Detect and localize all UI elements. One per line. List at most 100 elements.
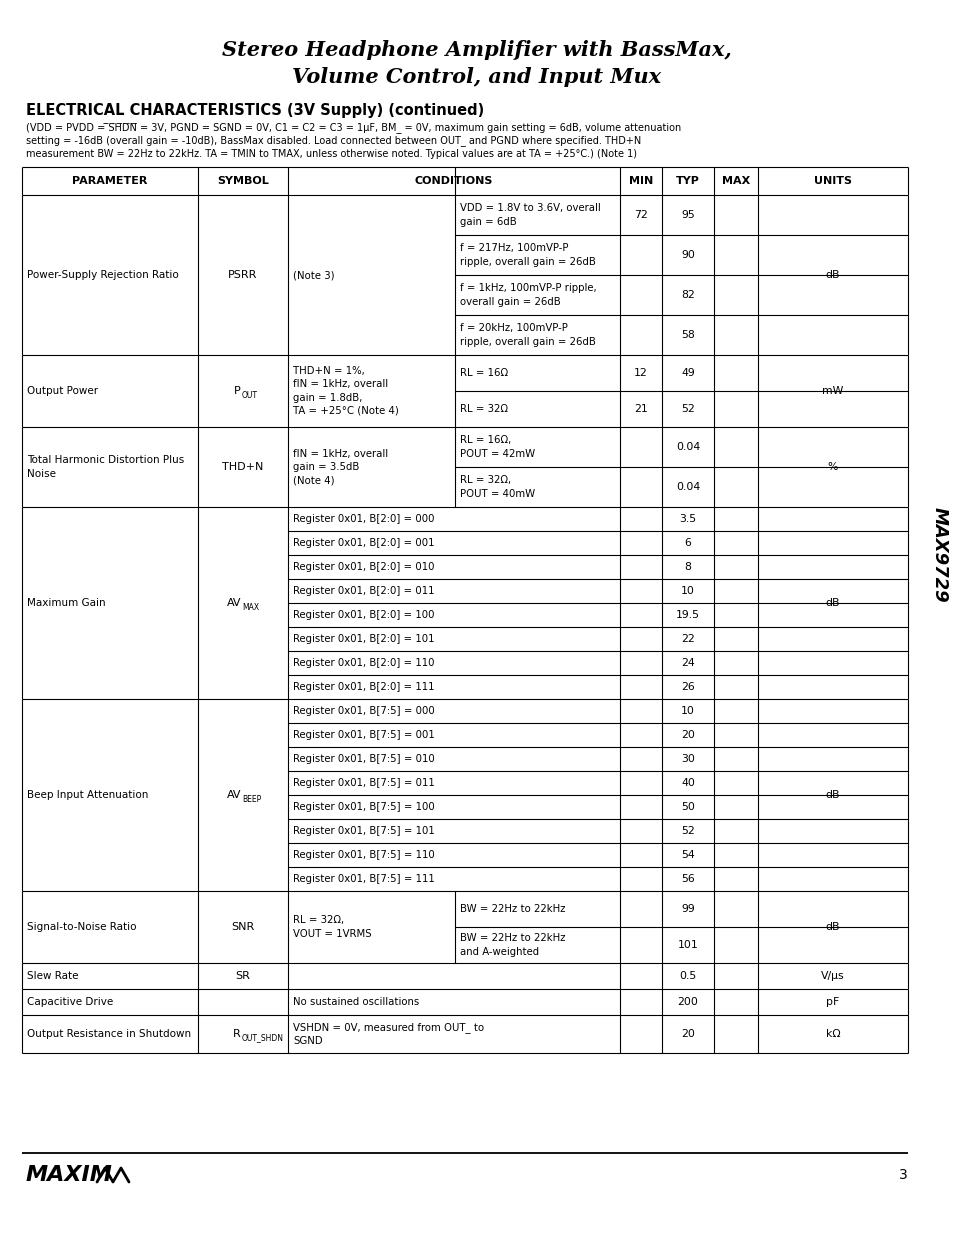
Text: Register 0x01, B[2:0] = 110: Register 0x01, B[2:0] = 110 bbox=[293, 658, 434, 668]
Text: TYP: TYP bbox=[676, 177, 700, 186]
Text: SYMBOL: SYMBOL bbox=[217, 177, 269, 186]
Text: MIN: MIN bbox=[628, 177, 653, 186]
Text: Volume Control, and Input Mux: Volume Control, and Input Mux bbox=[293, 67, 660, 86]
Text: Output Resistance in Shutdown: Output Resistance in Shutdown bbox=[27, 1029, 191, 1039]
Text: dB: dB bbox=[825, 923, 840, 932]
Text: V/µs: V/µs bbox=[821, 971, 844, 981]
Text: RL = 32Ω,
POUT = 40mW: RL = 32Ω, POUT = 40mW bbox=[459, 475, 535, 499]
Text: 19.5: 19.5 bbox=[676, 610, 700, 620]
Text: 56: 56 bbox=[680, 874, 694, 884]
Text: UNITS: UNITS bbox=[813, 177, 851, 186]
Text: f = 1kHz, 100mVP-P ripple,
overall gain = 26dB: f = 1kHz, 100mVP-P ripple, overall gain … bbox=[459, 283, 596, 306]
Text: RL = 32Ω,
VOUT = 1VRMS: RL = 32Ω, VOUT = 1VRMS bbox=[293, 915, 372, 939]
Text: Register 0x01, B[2:0] = 000: Register 0x01, B[2:0] = 000 bbox=[293, 514, 434, 524]
Text: kΩ: kΩ bbox=[825, 1029, 840, 1039]
Text: Register 0x01, B[2:0] = 010: Register 0x01, B[2:0] = 010 bbox=[293, 562, 434, 572]
Text: f = 20kHz, 100mVP-P
ripple, overall gain = 26dB: f = 20kHz, 100mVP-P ripple, overall gain… bbox=[459, 324, 596, 347]
Text: 20: 20 bbox=[680, 1029, 694, 1039]
Text: Register 0x01, B[7:5] = 001: Register 0x01, B[7:5] = 001 bbox=[293, 730, 435, 740]
Text: Signal-to-Noise Ratio: Signal-to-Noise Ratio bbox=[27, 923, 136, 932]
Text: 12: 12 bbox=[634, 368, 647, 378]
Text: OUT_SHDN: OUT_SHDN bbox=[242, 1034, 284, 1042]
Text: SR: SR bbox=[235, 971, 251, 981]
Text: No sustained oscillations: No sustained oscillations bbox=[293, 997, 418, 1007]
Text: pF: pF bbox=[825, 997, 839, 1007]
Text: 3: 3 bbox=[899, 1168, 907, 1182]
Text: AV: AV bbox=[226, 598, 241, 608]
Text: SNR: SNR bbox=[232, 923, 254, 932]
Text: BW = 22Hz to 22kHz: BW = 22Hz to 22kHz bbox=[459, 904, 565, 914]
Text: 20: 20 bbox=[680, 730, 694, 740]
Text: 24: 24 bbox=[680, 658, 694, 668]
Text: 10: 10 bbox=[680, 585, 694, 597]
Text: Beep Input Attenuation: Beep Input Attenuation bbox=[27, 790, 149, 800]
Text: (Note 3): (Note 3) bbox=[293, 270, 335, 280]
Text: 8: 8 bbox=[684, 562, 691, 572]
Text: Register 0x01, B[7:5] = 010: Register 0x01, B[7:5] = 010 bbox=[293, 755, 435, 764]
Text: 50: 50 bbox=[680, 802, 694, 811]
Text: 99: 99 bbox=[680, 904, 694, 914]
Text: (VDD = PVDD = ̅S̅H̅D̅N̅ = 3V, PGND = SGND = 0V, C1 = C2 = C3 = 1µF, BM_ = 0V, ma: (VDD = PVDD = ̅S̅H̅D̅N̅ = 3V, PGND = SGN… bbox=[26, 122, 680, 133]
Text: 90: 90 bbox=[680, 249, 694, 261]
Text: 40: 40 bbox=[680, 778, 694, 788]
Text: 0.04: 0.04 bbox=[675, 482, 700, 492]
Text: 6: 6 bbox=[684, 538, 691, 548]
Text: 0.5: 0.5 bbox=[679, 971, 696, 981]
Text: 58: 58 bbox=[680, 330, 694, 340]
Text: VDD = 1.8V to 3.6V, overall
gain = 6dB: VDD = 1.8V to 3.6V, overall gain = 6dB bbox=[459, 204, 600, 226]
Text: Register 0x01, B[2:0] = 011: Register 0x01, B[2:0] = 011 bbox=[293, 585, 434, 597]
Text: ELECTRICAL CHARACTERISTICS (3V Supply) (continued): ELECTRICAL CHARACTERISTICS (3V Supply) (… bbox=[26, 103, 484, 117]
Text: Register 0x01, B[2:0] = 111: Register 0x01, B[2:0] = 111 bbox=[293, 682, 434, 692]
Text: MAX: MAX bbox=[721, 177, 749, 186]
Text: 49: 49 bbox=[680, 368, 694, 378]
Text: 26: 26 bbox=[680, 682, 694, 692]
Text: BW = 22Hz to 22kHz
and A-weighted: BW = 22Hz to 22kHz and A-weighted bbox=[459, 934, 565, 957]
Text: RL = 16Ω,
POUT = 42mW: RL = 16Ω, POUT = 42mW bbox=[459, 436, 535, 458]
Text: 54: 54 bbox=[680, 850, 694, 860]
Text: 52: 52 bbox=[680, 826, 694, 836]
Text: Register 0x01, B[7:5] = 011: Register 0x01, B[7:5] = 011 bbox=[293, 778, 435, 788]
Text: Register 0x01, B[7:5] = 111: Register 0x01, B[7:5] = 111 bbox=[293, 874, 435, 884]
Text: 52: 52 bbox=[680, 404, 694, 414]
Text: RL = 16Ω: RL = 16Ω bbox=[459, 368, 508, 378]
Text: MAX9729: MAX9729 bbox=[930, 508, 948, 603]
Text: CONDITIONS: CONDITIONS bbox=[415, 177, 493, 186]
Text: Slew Rate: Slew Rate bbox=[27, 971, 78, 981]
Text: Register 0x01, B[2:0] = 001: Register 0x01, B[2:0] = 001 bbox=[293, 538, 434, 548]
Text: Maximum Gain: Maximum Gain bbox=[27, 598, 106, 608]
Text: mW: mW bbox=[821, 387, 842, 396]
Text: MAXIM: MAXIM bbox=[26, 1165, 112, 1186]
Text: dB: dB bbox=[825, 790, 840, 800]
Text: 200: 200 bbox=[677, 997, 698, 1007]
Text: BEEP: BEEP bbox=[242, 794, 261, 804]
Text: Power-Supply Rejection Ratio: Power-Supply Rejection Ratio bbox=[27, 270, 178, 280]
Text: Capacitive Drive: Capacitive Drive bbox=[27, 997, 113, 1007]
Text: Total Harmonic Distortion Plus
Noise: Total Harmonic Distortion Plus Noise bbox=[27, 456, 184, 479]
Text: 82: 82 bbox=[680, 290, 694, 300]
Text: 10: 10 bbox=[680, 706, 694, 716]
Text: OUT: OUT bbox=[242, 390, 257, 399]
Text: THD+N = 1%,
fIN = 1kHz, overall
gain = 1.8dB,
TA = +25°C (Note 4): THD+N = 1%, fIN = 1kHz, overall gain = 1… bbox=[293, 367, 398, 416]
Text: 22: 22 bbox=[680, 634, 694, 643]
Text: 72: 72 bbox=[634, 210, 647, 220]
Text: Register 0x01, B[7:5] = 000: Register 0x01, B[7:5] = 000 bbox=[293, 706, 435, 716]
Text: Output Power: Output Power bbox=[27, 387, 98, 396]
Text: fIN = 1kHz, overall
gain = 3.5dB
(Note 4): fIN = 1kHz, overall gain = 3.5dB (Note 4… bbox=[293, 448, 388, 485]
Text: 30: 30 bbox=[680, 755, 694, 764]
Text: measurement BW = 22Hz to 22kHz. TA = TMIN to TMAX, unless otherwise noted. Typic: measurement BW = 22Hz to 22kHz. TA = TMI… bbox=[26, 149, 637, 159]
Text: 3.5: 3.5 bbox=[679, 514, 696, 524]
Text: 95: 95 bbox=[680, 210, 694, 220]
Text: %: % bbox=[827, 462, 838, 472]
Text: f = 217Hz, 100mVP-P
ripple, overall gain = 26dB: f = 217Hz, 100mVP-P ripple, overall gain… bbox=[459, 243, 596, 267]
Text: THD+N: THD+N bbox=[222, 462, 263, 472]
Text: VSHDN = 0V, measured from OUT_ to
SGND: VSHDN = 0V, measured from OUT_ to SGND bbox=[293, 1021, 483, 1046]
Text: AV: AV bbox=[226, 790, 241, 800]
Text: Register 0x01, B[7:5] = 110: Register 0x01, B[7:5] = 110 bbox=[293, 850, 435, 860]
Text: MAX: MAX bbox=[242, 603, 259, 611]
Text: 101: 101 bbox=[677, 940, 698, 950]
Text: dB: dB bbox=[825, 598, 840, 608]
Text: Register 0x01, B[7:5] = 101: Register 0x01, B[7:5] = 101 bbox=[293, 826, 435, 836]
Text: Register 0x01, B[2:0] = 101: Register 0x01, B[2:0] = 101 bbox=[293, 634, 434, 643]
Text: PARAMETER: PARAMETER bbox=[72, 177, 148, 186]
Text: P: P bbox=[234, 387, 241, 396]
